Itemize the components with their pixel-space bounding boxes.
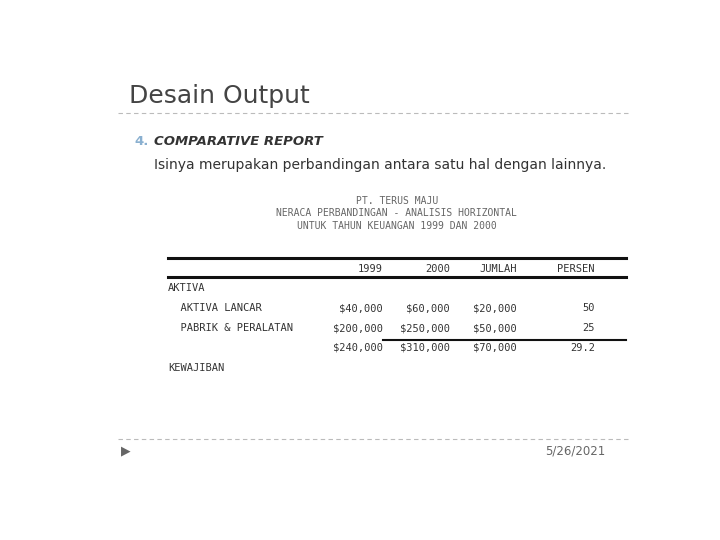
Text: COMPARATIVE REPORT: COMPARATIVE REPORT bbox=[154, 136, 323, 148]
Text: ▶: ▶ bbox=[121, 444, 130, 457]
Text: KEWAJIBAN: KEWAJIBAN bbox=[168, 363, 225, 373]
Text: PT. TERUS MAJU: PT. TERUS MAJU bbox=[356, 196, 438, 206]
Text: 2000: 2000 bbox=[425, 265, 450, 274]
Text: $40,000: $40,000 bbox=[339, 303, 383, 313]
Text: NERACA PERBANDINGAN - ANALISIS HORIZONTAL: NERACA PERBANDINGAN - ANALISIS HORIZONTA… bbox=[276, 208, 518, 218]
Text: 29.2: 29.2 bbox=[570, 343, 595, 353]
Text: 1999: 1999 bbox=[358, 265, 383, 274]
Text: Isinya merupakan perbandingan antara satu hal dengan lainnya.: Isinya merupakan perbandingan antara sat… bbox=[154, 158, 606, 172]
Text: $20,000: $20,000 bbox=[473, 303, 517, 313]
Text: PABRIK & PERALATAN: PABRIK & PERALATAN bbox=[168, 323, 293, 333]
Text: $250,000: $250,000 bbox=[400, 323, 450, 333]
Text: JUMLAH: JUMLAH bbox=[480, 265, 517, 274]
Text: $200,000: $200,000 bbox=[333, 323, 383, 333]
Text: Desain Output: Desain Output bbox=[129, 84, 310, 107]
Text: 5/26/2021: 5/26/2021 bbox=[545, 444, 606, 457]
Text: UNTUK TAHUN KEUANGAN 1999 DAN 2000: UNTUK TAHUN KEUANGAN 1999 DAN 2000 bbox=[297, 221, 497, 231]
Text: 50: 50 bbox=[582, 303, 595, 313]
Text: $60,000: $60,000 bbox=[406, 303, 450, 313]
Text: $50,000: $50,000 bbox=[473, 323, 517, 333]
Text: AKTIVA LANCAR: AKTIVA LANCAR bbox=[168, 303, 262, 313]
Text: $310,000: $310,000 bbox=[400, 343, 450, 353]
Text: PERSEN: PERSEN bbox=[557, 265, 595, 274]
Text: 25: 25 bbox=[582, 323, 595, 333]
Text: AKTIVA: AKTIVA bbox=[168, 283, 206, 293]
Text: $240,000: $240,000 bbox=[333, 343, 383, 353]
Text: 4.: 4. bbox=[135, 136, 149, 148]
Text: $70,000: $70,000 bbox=[473, 343, 517, 353]
